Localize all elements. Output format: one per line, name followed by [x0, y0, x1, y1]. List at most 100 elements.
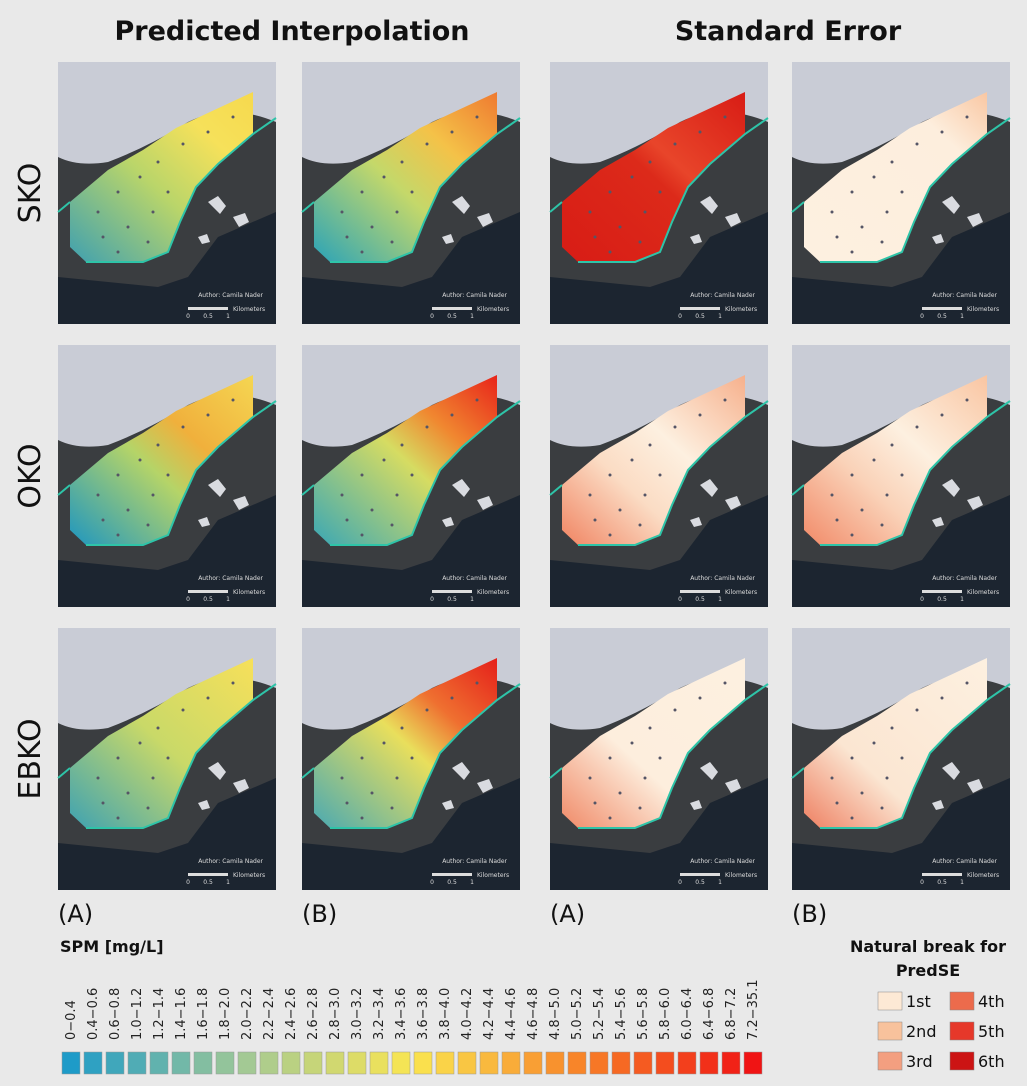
sample-point: [182, 709, 185, 712]
sample-point: [966, 116, 969, 119]
break-label: 1st: [906, 992, 931, 1011]
sample-point: [361, 191, 364, 194]
sample-point: [157, 444, 160, 447]
spm-range-label: 6.0−6.4: [680, 988, 695, 1040]
sample-point: [901, 191, 904, 194]
sample-point: [619, 792, 622, 795]
scale-tick: 1: [470, 596, 474, 603]
sample-point: [851, 251, 854, 254]
break-label: 4th: [978, 992, 1005, 1011]
sample-point: [881, 241, 884, 244]
sample-point: [589, 777, 592, 780]
spm-swatch: [128, 1052, 146, 1074]
sample-point: [891, 444, 894, 447]
spm-swatch: [744, 1052, 762, 1074]
sample-point: [609, 191, 612, 194]
break-label: 6th: [978, 1052, 1005, 1071]
spm-swatch: [282, 1052, 300, 1074]
scale-bar: [680, 307, 720, 310]
row-label: EBKO: [13, 718, 48, 799]
break-label: 3rd: [906, 1052, 933, 1071]
break-label: 5th: [978, 1022, 1005, 1041]
map-panel: Author: Camila NaderKilometers00.51: [550, 345, 768, 607]
sample-point: [891, 161, 894, 164]
break-label: 2nd: [906, 1022, 936, 1041]
sample-point: [361, 817, 364, 820]
scale-tick: 0: [920, 879, 924, 886]
map-panel: Author: Camila NaderKilometers00.51: [58, 62, 276, 324]
sample-point: [341, 494, 344, 497]
sample-point: [102, 236, 105, 239]
column-label: (B): [792, 900, 827, 928]
sample-point: [639, 524, 642, 527]
sample-point: [916, 709, 919, 712]
scale-tick: 0.5: [447, 313, 457, 320]
scale-tick: 1: [718, 596, 722, 603]
sample-point: [609, 251, 612, 254]
spm-range-label: 1.2−1.4: [152, 988, 167, 1040]
sample-point: [594, 519, 597, 522]
sample-point: [361, 474, 364, 477]
spm-swatch: [304, 1052, 322, 1074]
sample-point: [609, 534, 612, 537]
spm-range-label: 0.6−0.8: [108, 988, 123, 1040]
sample-point: [631, 176, 634, 179]
column-label: (A): [550, 900, 585, 928]
sample-point: [396, 211, 399, 214]
scale-tick: 0: [186, 596, 190, 603]
spm-swatch: [150, 1052, 168, 1074]
scale-bar: [188, 307, 228, 310]
spm-range-label: 4.0−4.2: [460, 988, 475, 1040]
spm-range-label: 2.8−3.0: [328, 988, 343, 1040]
scale-tick: 0.5: [447, 596, 457, 603]
sample-point: [476, 682, 479, 685]
sample-point: [916, 143, 919, 146]
spm-range-label: 3.6−3.8: [416, 988, 431, 1040]
spm-swatch: [84, 1052, 102, 1074]
sample-point: [207, 414, 210, 417]
sample-point: [152, 211, 155, 214]
spm-range-label: 1.0−1.2: [130, 988, 145, 1040]
scale-unit: Kilometers: [233, 306, 265, 313]
sample-point: [383, 459, 386, 462]
sample-point: [589, 211, 592, 214]
scale-tick: 0.5: [937, 313, 947, 320]
sample-point: [117, 191, 120, 194]
scale-tick: 0.5: [937, 879, 947, 886]
sample-point: [157, 161, 160, 164]
scale-tick: 0.5: [447, 879, 457, 886]
sample-point: [207, 697, 210, 700]
sample-point: [102, 519, 105, 522]
scale-tick: 0: [678, 879, 682, 886]
sample-point: [401, 727, 404, 730]
spm-range-label: 2.6−2.8: [306, 988, 321, 1040]
scale-bar: [188, 590, 228, 593]
map-panel: Author: Camila NaderKilometers00.51: [550, 62, 768, 324]
sample-point: [831, 494, 834, 497]
map-author: Author: Camila Nader: [690, 575, 755, 582]
sample-point: [346, 519, 349, 522]
scale-bar: [680, 590, 720, 593]
sample-point: [831, 211, 834, 214]
scale-tick: 0: [678, 596, 682, 603]
sample-point: [341, 211, 344, 214]
scale-tick: 0: [430, 313, 434, 320]
scale-unit: Kilometers: [967, 306, 999, 313]
map-author: Author: Camila Nader: [690, 858, 755, 865]
sample-point: [396, 777, 399, 780]
spm-range-label: 1.8−2.0: [218, 988, 233, 1040]
sample-point: [451, 414, 454, 417]
scale-bar: [680, 873, 720, 876]
spm-swatch: [106, 1052, 124, 1074]
scale-unit: Kilometers: [725, 872, 757, 879]
sample-point: [886, 494, 889, 497]
spm-swatch: [458, 1052, 476, 1074]
spm-range-label: 0−0.4: [64, 1000, 79, 1040]
spm-swatch: [700, 1052, 718, 1074]
scale-tick: 0: [186, 879, 190, 886]
sample-point: [232, 116, 235, 119]
sample-point: [147, 241, 150, 244]
break-swatch: [950, 1052, 974, 1070]
map-author: Author: Camila Nader: [442, 858, 507, 865]
